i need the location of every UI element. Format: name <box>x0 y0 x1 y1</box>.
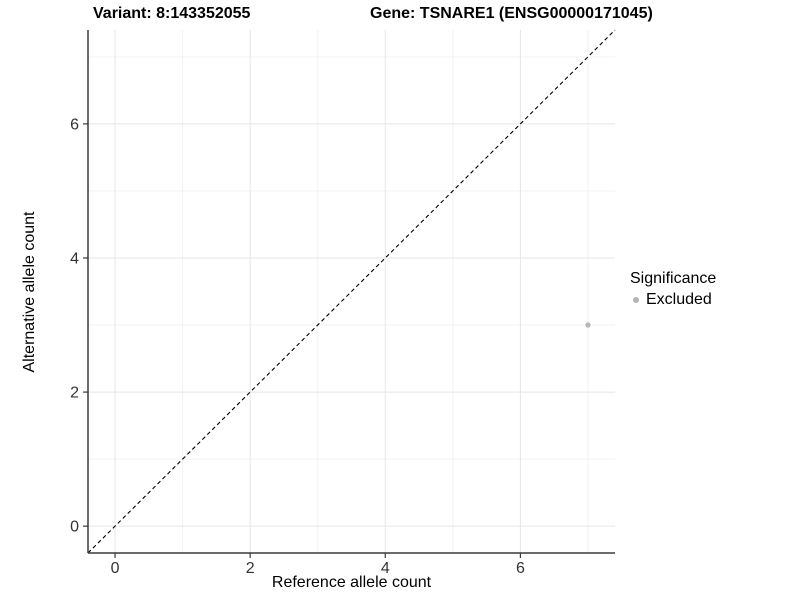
y-tick-label: 2 <box>70 385 79 402</box>
legend-title: Significance <box>630 270 717 287</box>
dot-icon <box>633 297 639 303</box>
plot-title-variant: Variant: 8:143352055 <box>93 5 251 22</box>
x-tick-label: 2 <box>246 560 255 577</box>
identity-line <box>87 29 616 554</box>
x-tick-label: 0 <box>111 560 120 577</box>
legend-entry: Excluded <box>630 291 716 309</box>
legend-entries: Excluded <box>630 291 716 309</box>
x-tick-label: 6 <box>516 560 525 577</box>
y-tick-label: 4 <box>70 250 79 267</box>
plot-title-gene: Gene: TSNARE1 (ENSG00000171045) <box>370 5 653 22</box>
x-tick-label: 4 <box>381 560 390 577</box>
legend: Significance Excluded <box>630 270 716 309</box>
y-axis-title: Alternative allele count <box>21 211 38 373</box>
y-tick-label: 0 <box>70 519 79 536</box>
x-axis-title: Reference allele count <box>271 574 432 591</box>
y-tick-label: 6 <box>70 116 79 133</box>
data-point <box>585 322 591 328</box>
legend-entry-label: Excluded <box>646 291 712 308</box>
